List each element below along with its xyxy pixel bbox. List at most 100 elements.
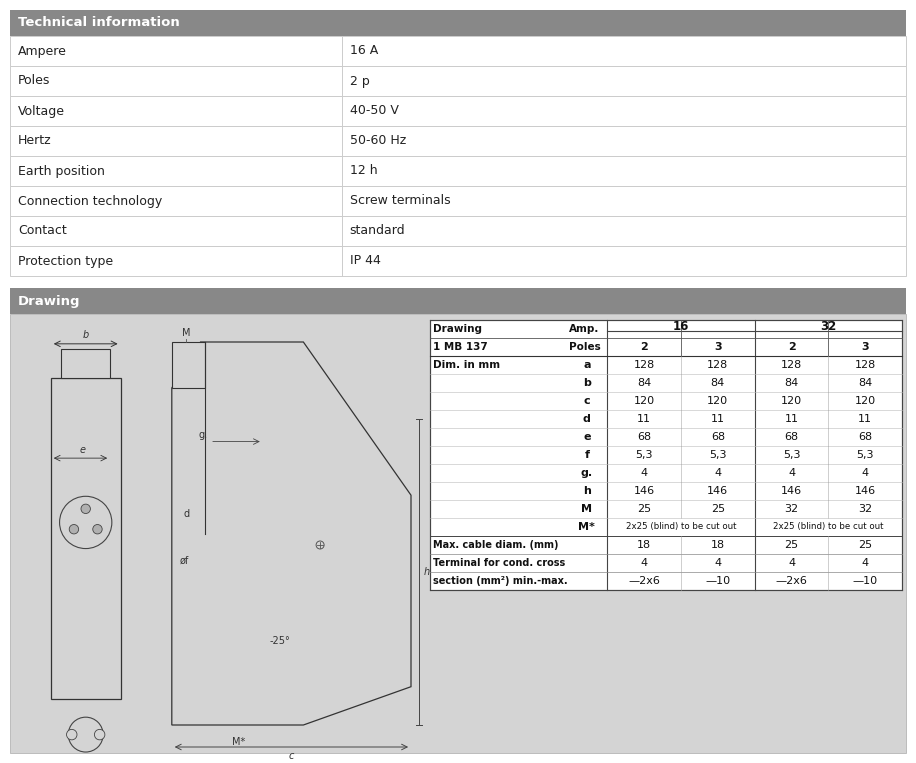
Text: —2x6: —2x6 bbox=[776, 576, 807, 586]
Text: 25: 25 bbox=[711, 504, 725, 514]
Text: 25: 25 bbox=[638, 504, 651, 514]
Text: e: e bbox=[583, 432, 591, 442]
Polygon shape bbox=[172, 342, 411, 725]
Circle shape bbox=[93, 524, 103, 534]
Text: b: b bbox=[82, 330, 89, 340]
Text: 68: 68 bbox=[858, 432, 872, 442]
Text: IP 44: IP 44 bbox=[350, 255, 380, 268]
Bar bbox=[430, 320, 902, 590]
Bar bbox=[10, 10, 906, 36]
Text: 3: 3 bbox=[861, 342, 869, 352]
Text: 4: 4 bbox=[640, 468, 648, 478]
Bar bbox=[172, 342, 205, 388]
Text: 84: 84 bbox=[637, 378, 651, 388]
Text: c: c bbox=[583, 396, 590, 406]
Text: 146: 146 bbox=[781, 486, 802, 496]
Text: 146: 146 bbox=[855, 486, 876, 496]
Bar bbox=[10, 36, 906, 66]
Text: 128: 128 bbox=[634, 360, 655, 370]
Text: h: h bbox=[583, 486, 591, 496]
Bar bbox=[10, 126, 906, 156]
Text: 5,3: 5,3 bbox=[636, 450, 653, 460]
Text: 5,3: 5,3 bbox=[709, 450, 726, 460]
Text: Amp.: Amp. bbox=[570, 324, 600, 334]
Text: Protection type: Protection type bbox=[18, 255, 113, 268]
Bar bbox=[51, 378, 121, 699]
Bar bbox=[10, 156, 906, 186]
Text: 128: 128 bbox=[707, 360, 728, 370]
Text: c: c bbox=[289, 751, 294, 761]
Text: M*: M* bbox=[578, 522, 595, 532]
Bar bbox=[10, 288, 906, 314]
Text: 84: 84 bbox=[858, 378, 872, 388]
Text: 12 h: 12 h bbox=[350, 165, 377, 178]
Text: 2 p: 2 p bbox=[350, 75, 369, 88]
Text: section (mm²) min.-max.: section (mm²) min.-max. bbox=[433, 576, 568, 586]
Text: b: b bbox=[583, 378, 591, 388]
Text: 16: 16 bbox=[673, 320, 689, 333]
Text: 32: 32 bbox=[784, 504, 799, 514]
Text: 2: 2 bbox=[788, 342, 795, 352]
Text: M*: M* bbox=[232, 737, 245, 747]
Text: Connection technology: Connection technology bbox=[18, 195, 162, 208]
Text: 25: 25 bbox=[784, 540, 799, 550]
Bar bbox=[10, 186, 906, 216]
Bar bbox=[10, 216, 906, 246]
Text: d: d bbox=[583, 414, 591, 424]
Text: 25: 25 bbox=[858, 540, 872, 550]
Bar bbox=[10, 246, 906, 276]
Text: Drawing: Drawing bbox=[433, 324, 482, 334]
Text: Ampere: Ampere bbox=[18, 44, 67, 57]
Text: 128: 128 bbox=[780, 360, 802, 370]
Text: Max. cable diam. (mm): Max. cable diam. (mm) bbox=[433, 540, 559, 550]
Text: Contact: Contact bbox=[18, 224, 67, 237]
Text: Screw terminals: Screw terminals bbox=[350, 195, 450, 208]
Circle shape bbox=[67, 729, 77, 740]
Text: øf: øf bbox=[180, 555, 189, 565]
Text: h: h bbox=[424, 567, 431, 577]
Text: 4: 4 bbox=[640, 558, 648, 568]
Text: 4: 4 bbox=[714, 558, 722, 568]
Text: 11: 11 bbox=[858, 414, 872, 424]
Circle shape bbox=[316, 541, 324, 549]
Text: Technical information: Technical information bbox=[18, 17, 180, 30]
Bar bbox=[10, 96, 906, 126]
Text: standard: standard bbox=[350, 224, 405, 237]
Text: 146: 146 bbox=[707, 486, 728, 496]
Text: 68: 68 bbox=[784, 432, 799, 442]
Text: 128: 128 bbox=[855, 360, 876, 370]
Text: 120: 120 bbox=[707, 396, 728, 406]
Text: —10: —10 bbox=[705, 576, 730, 586]
Text: 120: 120 bbox=[781, 396, 802, 406]
Circle shape bbox=[81, 504, 91, 513]
Text: 18: 18 bbox=[711, 540, 725, 550]
Text: Voltage: Voltage bbox=[18, 105, 65, 118]
Text: 3: 3 bbox=[714, 342, 722, 352]
Text: 146: 146 bbox=[634, 486, 655, 496]
Text: Poles: Poles bbox=[18, 75, 50, 88]
Circle shape bbox=[60, 496, 112, 549]
Text: 4: 4 bbox=[862, 558, 868, 568]
Bar bbox=[10, 314, 906, 753]
Text: 4: 4 bbox=[714, 468, 722, 478]
Text: Dim. in mm: Dim. in mm bbox=[433, 360, 500, 370]
Text: -25°: -25° bbox=[269, 636, 289, 645]
Text: a: a bbox=[583, 360, 591, 370]
Text: Hertz: Hertz bbox=[18, 134, 51, 147]
Bar bbox=[10, 66, 906, 96]
Text: Drawing: Drawing bbox=[18, 295, 81, 307]
Text: 68: 68 bbox=[638, 432, 651, 442]
Text: 4: 4 bbox=[788, 468, 795, 478]
Text: 16 A: 16 A bbox=[350, 44, 377, 57]
Text: 5,3: 5,3 bbox=[783, 450, 801, 460]
Text: 32: 32 bbox=[820, 320, 836, 333]
Text: 2x25 (blind) to be cut out: 2x25 (blind) to be cut out bbox=[773, 523, 884, 532]
Text: g.: g. bbox=[199, 430, 208, 439]
Text: 2: 2 bbox=[640, 342, 648, 352]
Text: 4: 4 bbox=[862, 468, 868, 478]
Text: 50-60 Hz: 50-60 Hz bbox=[350, 134, 406, 147]
Text: 68: 68 bbox=[711, 432, 725, 442]
Text: d: d bbox=[183, 510, 190, 520]
Text: M: M bbox=[582, 504, 593, 514]
Text: 1 MB 137: 1 MB 137 bbox=[433, 342, 487, 352]
